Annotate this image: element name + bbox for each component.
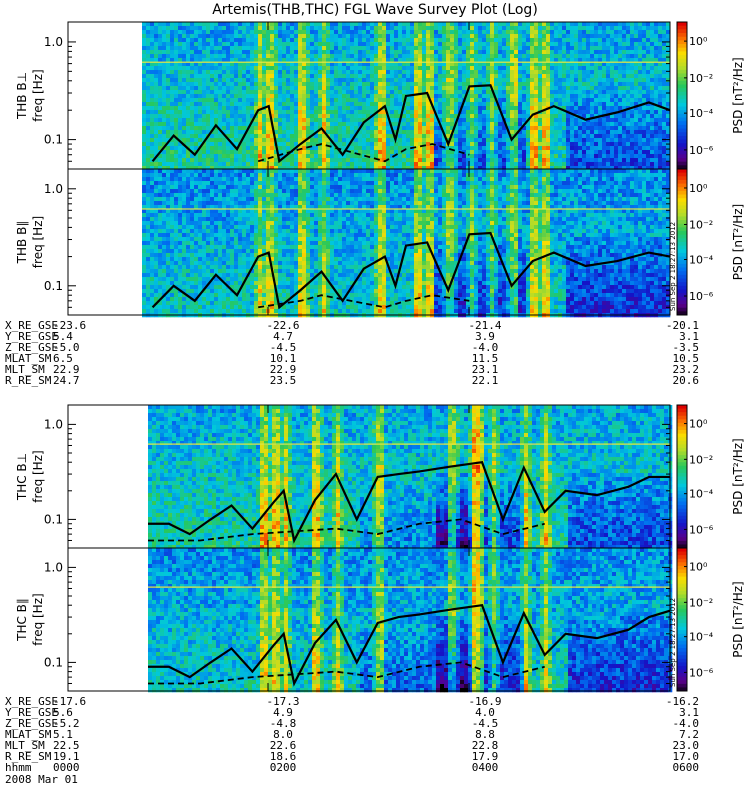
spectrogram-panel-4 [68,548,672,692]
ephemeris-label: hhmm [5,762,58,773]
ephemeris_thc-column-2: -16.9 4.0 -4.5 8.8 22.8 17.9 0400 [450,696,520,773]
ephemeris-label: R_RE_SM [5,375,58,386]
probe-label: THB B∥ [15,221,29,265]
ephemeris_thc-column-1: -17.3 4.9 -4.8 8.0 22.6 18.6 0200 [248,696,318,773]
colorbar-tick-label: 10⁰ [689,561,708,574]
colorbar-tick-label: 10⁻⁴ [689,631,714,644]
colorbar-tick-label: 10⁰ [689,182,708,195]
ephemeris_thb-column-3: -20.1 3.1 -3.5 10.5 23.2 20.6 [629,320,699,386]
y-tick-label: 0.1 [44,655,63,669]
colorbar-tick-label: 10⁻² [689,596,713,609]
timestamp-stamp: Sun Sep 2 18:27:13 2012 [669,598,677,687]
colorbar [677,548,687,692]
y-axis-label: freq [Hz] [31,216,45,268]
ephemeris_thb-column-1: -22.6 4.7 -4.5 10.1 22.9 23.5 [248,320,318,386]
ephemeris-value: 20.6 [629,375,699,386]
y-tick-label: 0.1 [44,133,63,147]
colorbar-tick-label: 10⁰ [689,418,708,431]
colorbar-tick-label: 10⁻⁶ [689,523,714,536]
ephemeris_thb-labels: X_RE_GSE Y_RE_GSE Z_RE_GSE MLAT_SM MLT_SM R_R… [5,320,58,386]
colorbar-tick-label: 10⁻⁴ [689,254,714,267]
colorbar-tick-label: 10⁻⁴ [689,488,714,501]
colorbar [677,405,687,549]
colorbar [677,169,687,316]
no-data-region [69,23,142,169]
no-data-region [69,406,148,548]
colorbar-label: PSD [nT²/Hz] [731,57,745,133]
colorbar-tick-label: 10⁻⁶ [689,666,714,679]
colorbar-tick-label: 10⁻⁶ [689,290,714,303]
y-tick-label: 1.0 [44,35,63,49]
colorbar-tick-label: 10⁻² [689,453,713,466]
ephemeris_thc-column-3: -16.2 3.1 -4.0 7.2 23.0 17.0 0600 [629,696,699,773]
probe-label: THC B∥ [15,598,29,642]
spectrogram-panel-1 [68,22,670,170]
y-axis-label: freq [Hz] [31,450,45,502]
y-axis-label: freq [Hz] [31,69,45,121]
colorbar-tick-label: 10⁰ [689,35,708,48]
ephemeris_thb-column-2: -21.4 3.9 -4.0 11.5 23.1 22.1 [450,320,520,386]
y-tick-label: 1.0 [44,182,63,196]
ephemeris_thc-labels: X_RE_GSE Y_RE_GSE Z_RE_GSE MLAT_SM MLT_SM R_R… [5,696,58,773]
ephemeris-value: 0400 [450,762,520,773]
colorbar-tick-label: 10⁻² [689,218,713,231]
y-tick-label: 1.0 [44,560,63,574]
colorbar-label: PSD [nT²/Hz] [731,438,745,514]
ephemeris-value: 0000 [53,762,123,773]
probe-label: THC B⊥ [15,453,29,501]
colorbar [677,22,687,170]
timestamp-stamp: Sun Sep 2 18:27:13 2012 [669,222,677,311]
y-axis-label: freq [Hz] [31,593,45,645]
date-label: 2008 Mar 01 [5,774,78,785]
colorbar-tick-label: 10⁻² [689,72,713,85]
ephemeris-value: 0200 [248,762,318,773]
spectrogram-panel-2 [68,169,670,317]
ephemeris-value: 22.1 [450,375,520,386]
ephemeris-value: 24.7 [53,375,123,386]
ephemeris-value: 0600 [629,762,699,773]
probe-label: THB B⊥ [15,72,29,120]
colorbar-tick-label: 10⁻⁴ [689,107,714,120]
no-data-region [69,170,142,315]
wave-survey-figure: 1.00.1freq [Hz]THB B⊥10⁰10⁻²10⁻⁴10⁻⁶PSD … [0,0,750,800]
colorbar-label: PSD [nT²/Hz] [731,581,745,657]
colorbar-tick-label: 10⁻⁶ [689,144,714,157]
spectrogram-panel-3 [68,405,672,549]
ephemeris-value: 23.5 [248,375,318,386]
ephemeris_thc-column-0: -17.6 5.6 -5.2 5.1 22.5 19.1 0000 [53,696,123,773]
y-tick-label: 0.1 [44,279,63,293]
y-tick-label: 0.1 [44,512,63,526]
no-data-region [69,549,148,691]
ephemeris_thb-column-0: -23.6 5.4 -5.0 6.5 22.9 24.7 [53,320,123,386]
colorbar-label: PSD [nT²/Hz] [731,204,745,280]
y-tick-label: 1.0 [44,417,63,431]
